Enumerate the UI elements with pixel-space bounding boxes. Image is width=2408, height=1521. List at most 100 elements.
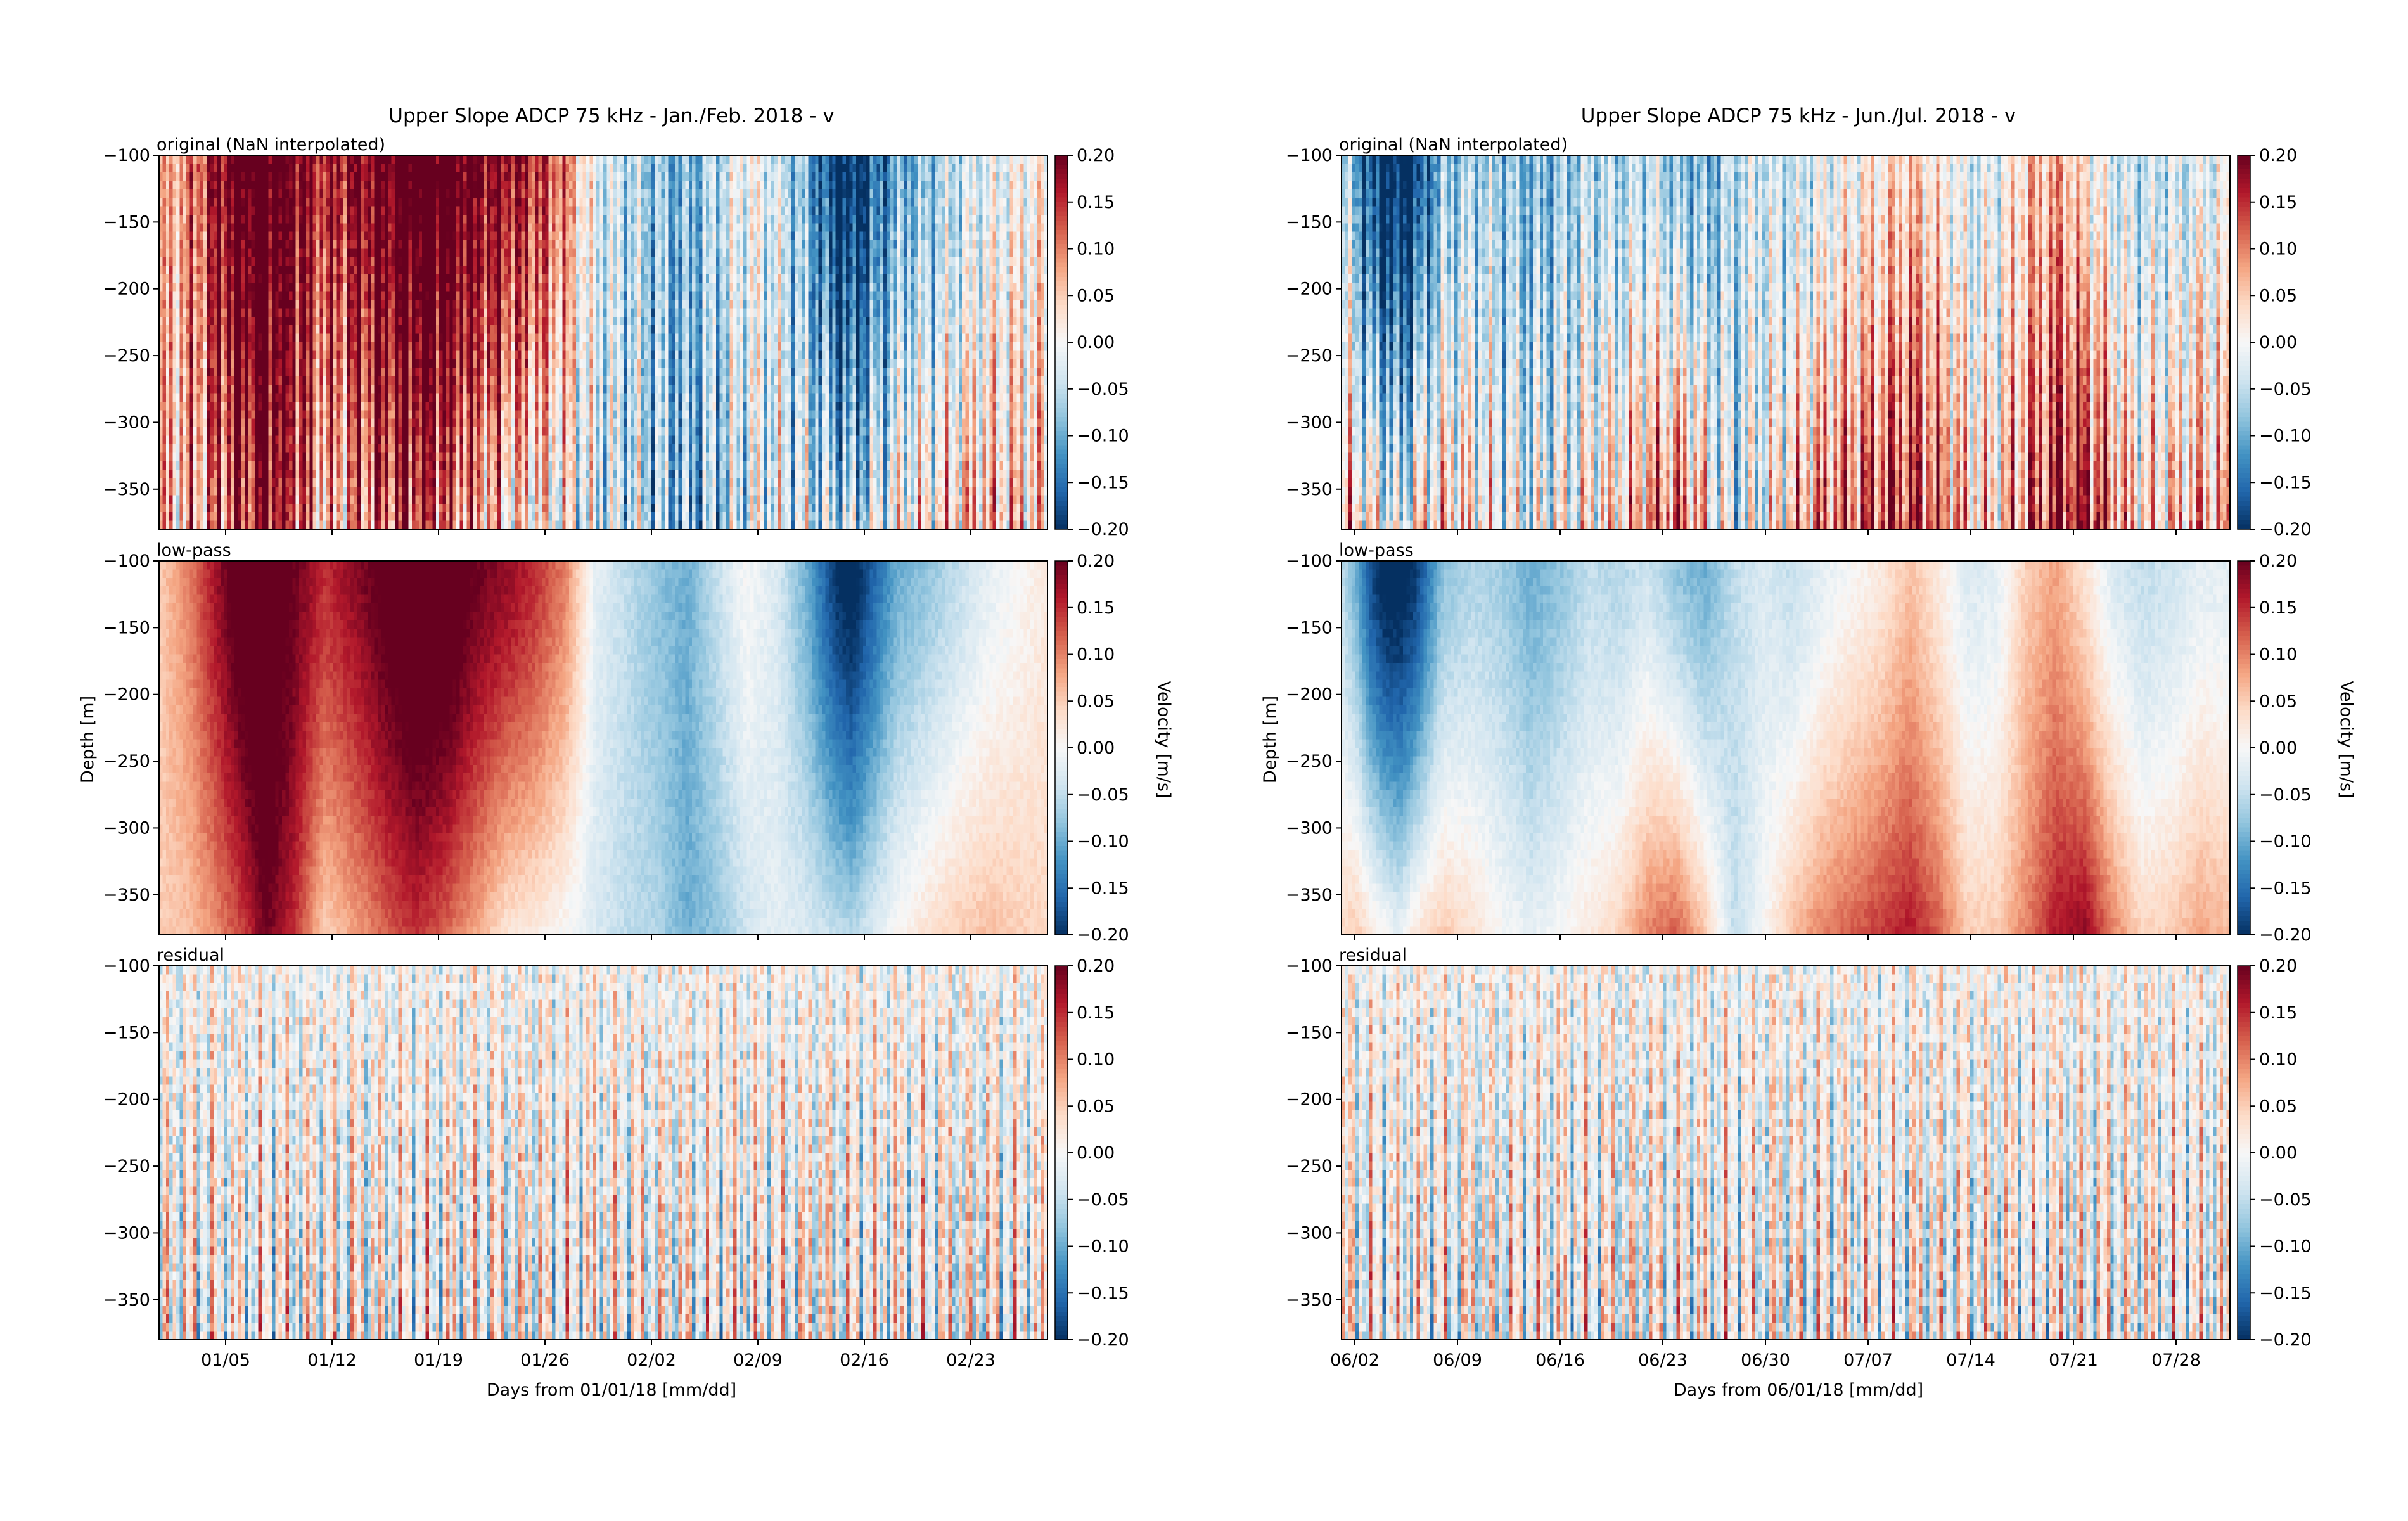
heatmap-cell: [166, 325, 170, 334]
heatmap-cell: [302, 393, 306, 402]
heatmap-cell: [302, 478, 306, 487]
heatmap-cell: [179, 189, 183, 198]
heatmap-cell: [330, 172, 334, 181]
heatmap-cell: [183, 359, 187, 368]
heatmap-cell: [309, 478, 313, 487]
heatmap-cell: [289, 487, 293, 496]
heatmap-cell: [234, 521, 238, 530]
heatmap-cell: [262, 283, 266, 292]
heatmap-cell: [245, 368, 248, 376]
heatmap-cell: [183, 393, 187, 402]
heatmap-cell: [299, 189, 303, 198]
heatmap-cell: [306, 215, 310, 224]
heatmap-cell: [347, 427, 351, 436]
heatmap-cell: [200, 512, 204, 521]
heatmap-cell: [262, 350, 266, 359]
heatmap-cell: [196, 334, 200, 343]
heatmap-cell: [241, 368, 245, 376]
heatmap-cell: [319, 215, 323, 224]
heatmap-cell: [343, 266, 347, 274]
heatmap-cell: [183, 181, 187, 189]
heatmap-cell: [231, 334, 234, 343]
heatmap-cell: [238, 317, 241, 326]
heatmap-cell: [166, 495, 170, 504]
heatmap-cell: [234, 342, 238, 351]
heatmap-cell: [248, 206, 252, 215]
heatmap-cell: [323, 240, 327, 249]
heatmap-cell: [258, 436, 262, 445]
heatmap-cell: [234, 223, 238, 232]
heatmap-cell: [252, 342, 255, 351]
heatmap-cell: [207, 266, 210, 274]
heatmap-cell: [323, 308, 327, 317]
heatmap-cell: [319, 410, 323, 419]
heatmap-cell: [224, 487, 227, 496]
heatmap-cell: [176, 470, 180, 478]
heatmap-cell: [179, 181, 183, 189]
heatmap-cell: [336, 470, 340, 478]
heatmap-cell: [336, 452, 340, 461]
heatmap-cell: [179, 385, 183, 394]
heatmap-cell: [231, 164, 234, 172]
heatmap-cell: [282, 402, 286, 411]
heatmap-cell: [336, 504, 340, 513]
heatmap-cell: [275, 452, 279, 461]
heatmap-cell: [248, 317, 252, 326]
heatmap-cell: [162, 427, 166, 436]
heatmap-cell: [265, 419, 269, 428]
heatmap-cell: [221, 504, 224, 513]
heatmap-cell: [179, 215, 183, 224]
heatmap-cell: [309, 512, 313, 521]
heatmap-cell: [336, 249, 340, 258]
heatmap-cell: [190, 317, 194, 326]
heatmap-cell: [176, 385, 180, 394]
heatmap-cell: [227, 325, 231, 334]
heatmap-cell: [282, 478, 286, 487]
heatmap-cell: [302, 292, 306, 300]
heatmap-cell: [269, 232, 272, 241]
heatmap-cell: [319, 206, 323, 215]
heatmap-cell: [340, 257, 344, 266]
heatmap-cell: [302, 495, 306, 504]
heatmap-cell: [323, 300, 327, 309]
heatmap-cell: [269, 274, 272, 283]
heatmap-cell: [176, 274, 180, 283]
heatmap-cell: [193, 452, 197, 461]
heatmap-cell: [302, 376, 306, 385]
heatmap-cell: [193, 376, 197, 385]
heatmap-cell: [166, 402, 170, 411]
heatmap-cell: [200, 478, 204, 487]
heatmap-cell: [313, 206, 317, 215]
heatmap-cell: [347, 172, 351, 181]
heatmap-cell: [286, 444, 290, 453]
heatmap-cell: [313, 172, 317, 181]
heatmap-cell: [238, 393, 241, 402]
heatmap-cell: [162, 470, 166, 478]
heatmap-cell: [224, 368, 227, 376]
heatmap-cell: [193, 342, 197, 351]
heatmap-cell: [200, 495, 204, 504]
heatmap-cell: [326, 487, 330, 496]
heatmap-cell: [162, 350, 166, 359]
heatmap-cell: [313, 300, 317, 309]
heatmap-cell: [193, 189, 197, 198]
heatmap-cell: [200, 155, 204, 164]
heatmap-cell: [179, 249, 183, 258]
heatmap-cell: [292, 452, 296, 461]
heatmap-cell: [330, 325, 334, 334]
heatmap-cell: [316, 181, 320, 189]
heatmap-cell: [238, 155, 241, 164]
heatmap-cell: [241, 419, 245, 428]
heatmap-cell: [186, 410, 190, 419]
heatmap-cell: [179, 206, 183, 215]
heatmap-cell: [173, 478, 177, 487]
heatmap-cell: [258, 495, 262, 504]
heatmap-cell: [265, 478, 269, 487]
heatmap-cell: [275, 393, 279, 402]
heatmap-cell: [224, 402, 227, 411]
heatmap-cell: [333, 334, 337, 343]
heatmap-cell: [214, 410, 217, 419]
heatmap-cell: [196, 350, 200, 359]
heatmap-cell: [231, 478, 234, 487]
heatmap-cell: [350, 427, 354, 436]
